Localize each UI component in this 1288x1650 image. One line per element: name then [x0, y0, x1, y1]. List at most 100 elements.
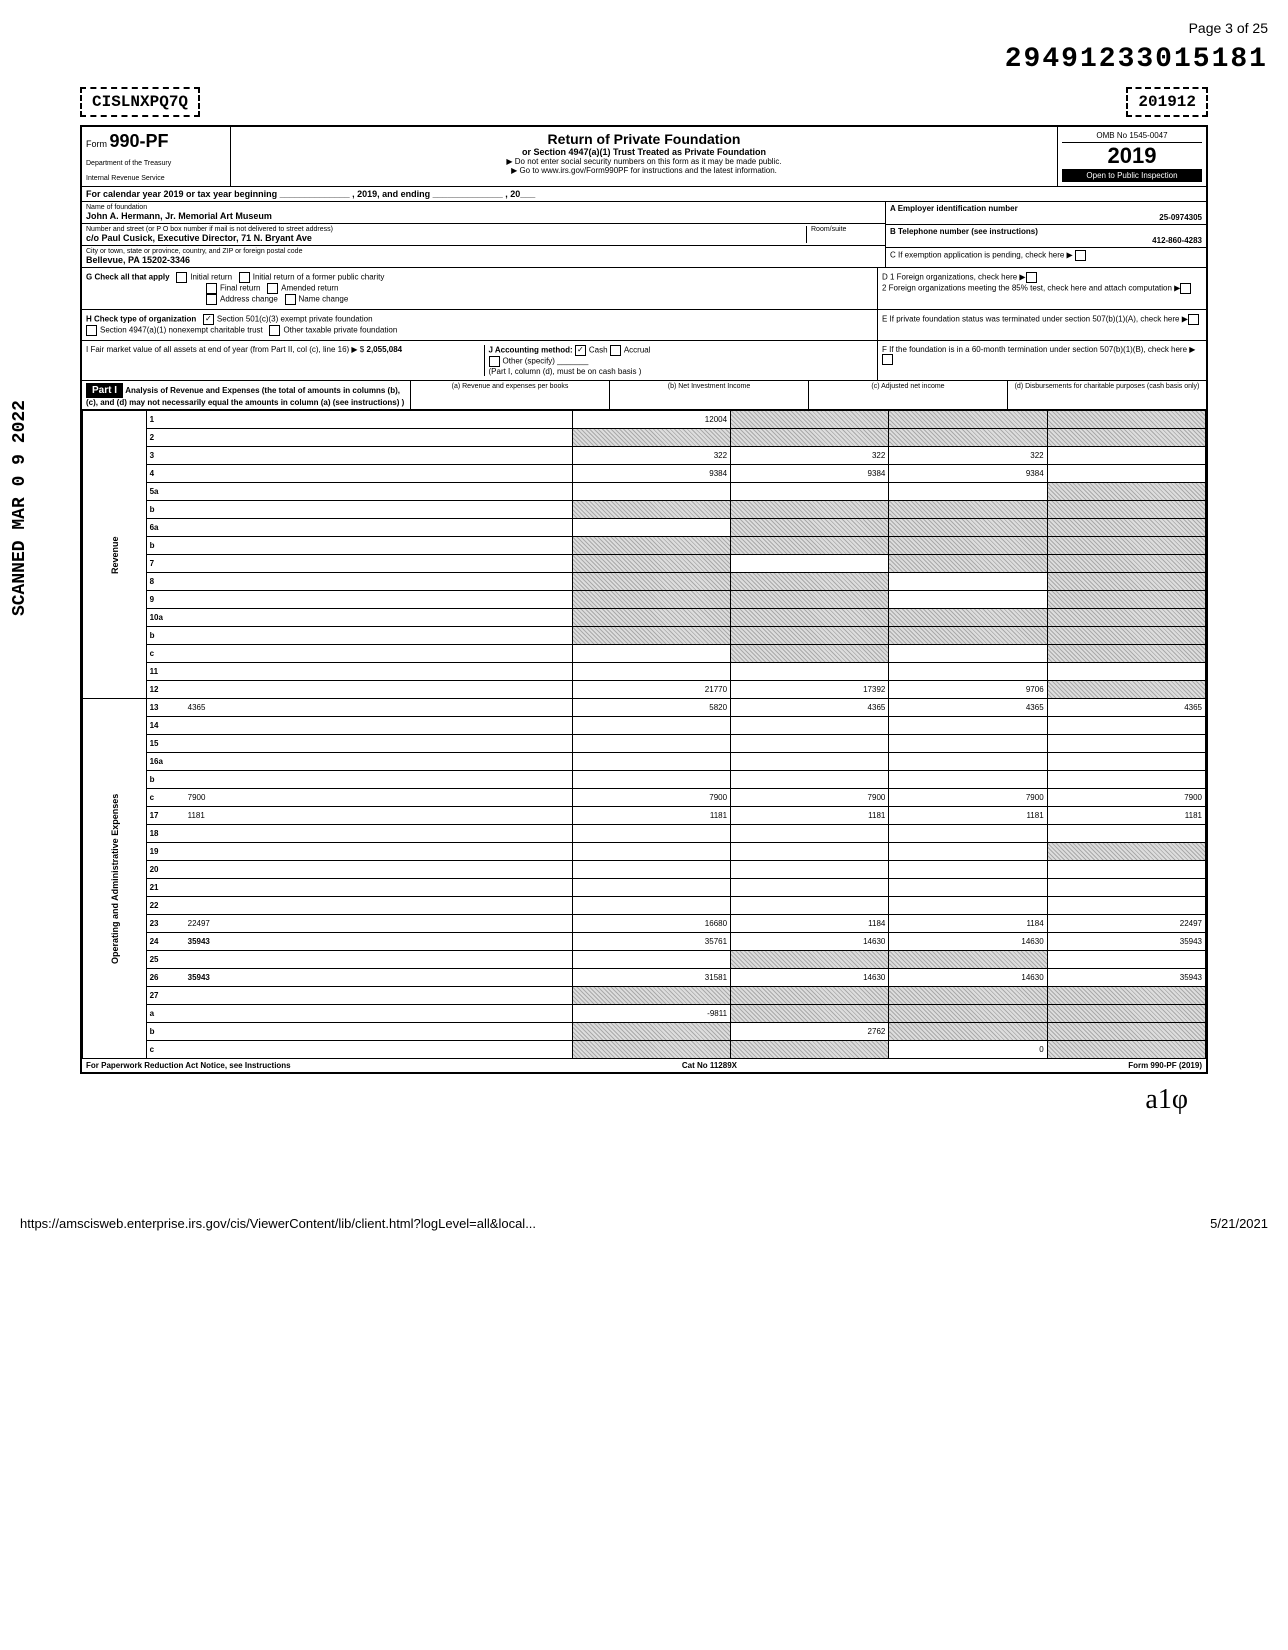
f-label: F If the foundation is in a 60-month ter…	[882, 345, 1187, 354]
initial-return-checkbox[interactable]	[176, 272, 187, 283]
501c3-checkbox[interactable]: ✓	[203, 314, 214, 325]
cell-d	[1047, 573, 1205, 591]
cell-a	[572, 879, 730, 897]
cell-b: 1181	[731, 807, 889, 825]
cell-c: 1181	[889, 807, 1047, 825]
cell-c: 322	[889, 447, 1047, 465]
cell-d	[1047, 465, 1205, 483]
cell-b: 14630	[731, 969, 889, 987]
cell-c	[889, 843, 1047, 861]
line-number: 22	[146, 897, 185, 915]
cell-d	[1047, 681, 1205, 699]
other-tax-checkbox[interactable]	[269, 325, 280, 336]
table-row: b	[83, 627, 1206, 645]
table-row: 25	[83, 951, 1206, 969]
cell-d	[1047, 1041, 1205, 1059]
signature: a1φ	[20, 1084, 1188, 1116]
line-description	[185, 429, 573, 447]
cell-d	[1047, 987, 1205, 1005]
e-label: E If private foundation status was termi…	[882, 315, 1179, 324]
line-description	[185, 1041, 573, 1059]
cell-b: 7900	[731, 789, 889, 807]
g-label: G Check all that apply	[86, 273, 170, 282]
e-checkbox[interactable]	[1188, 314, 1199, 325]
cell-b: 2762	[731, 1023, 889, 1041]
cash-label: Cash	[589, 346, 608, 355]
table-row: 8	[83, 573, 1206, 591]
cell-b: 17392	[731, 681, 889, 699]
footer-date: 5/21/2021	[1210, 1216, 1268, 1231]
f-checkbox[interactable]	[882, 354, 893, 365]
line-description	[185, 645, 573, 663]
table-row: 2322497166801184118422497	[83, 915, 1206, 933]
name-change-checkbox[interactable]	[285, 294, 296, 305]
cell-a	[572, 609, 730, 627]
line-number: 13	[146, 699, 185, 717]
cell-c	[889, 555, 1047, 573]
cell-c	[889, 753, 1047, 771]
cell-c: 14630	[889, 933, 1047, 951]
line-description	[185, 843, 573, 861]
cell-c	[889, 645, 1047, 663]
line-number: 20	[146, 861, 185, 879]
cell-b	[731, 717, 889, 735]
cell-c: 0	[889, 1041, 1047, 1059]
cell-c	[889, 483, 1047, 501]
initial-return-label: Initial return	[190, 273, 232, 282]
line-description	[185, 717, 573, 735]
cell-d	[1047, 735, 1205, 753]
initial-former-checkbox[interactable]	[239, 272, 250, 283]
line-description: 7900	[185, 789, 573, 807]
line-description	[185, 519, 573, 537]
cell-c	[889, 879, 1047, 897]
d2-checkbox[interactable]	[1180, 283, 1191, 294]
cash-checkbox[interactable]: ✓	[575, 345, 586, 356]
d1-checkbox[interactable]	[1026, 272, 1037, 283]
accrual-checkbox[interactable]	[610, 345, 621, 356]
cell-d	[1047, 645, 1205, 663]
line-number: 18	[146, 825, 185, 843]
cell-b: 9384	[731, 465, 889, 483]
cell-b	[731, 609, 889, 627]
cell-d: 4365	[1047, 699, 1205, 717]
col-a-header: (a) Revenue and expenses per books	[411, 381, 610, 409]
line-number: b	[146, 537, 185, 555]
col-c-header: (c) Adjusted net income	[809, 381, 1008, 409]
cell-b: 14630	[731, 933, 889, 951]
addr-change-checkbox[interactable]	[206, 294, 217, 305]
table-row: 10a	[83, 609, 1206, 627]
side-label-revenue: Revenue	[83, 411, 147, 699]
line-number: 10a	[146, 609, 185, 627]
exemption-checkbox[interactable]	[1075, 250, 1086, 261]
table-row: b	[83, 501, 1206, 519]
cell-c	[889, 717, 1047, 735]
cell-a: -9811	[572, 1005, 730, 1023]
line-number: 5a	[146, 483, 185, 501]
cell-d	[1047, 843, 1205, 861]
line-description	[185, 753, 573, 771]
table-row: Operating and Administrative Expenses134…	[83, 699, 1206, 717]
form-instr1: ▶ Do not enter social security numbers o…	[235, 157, 1053, 166]
cell-d	[1047, 429, 1205, 447]
cell-a	[572, 555, 730, 573]
cell-d	[1047, 1023, 1205, 1041]
4947-checkbox[interactable]	[86, 325, 97, 336]
final-return-checkbox[interactable]	[206, 283, 217, 294]
foundation-name: John A. Hermann, Jr. Memorial Art Museum	[86, 211, 881, 221]
cell-c	[889, 663, 1047, 681]
line-description	[185, 411, 573, 429]
page-header: Page 3 of 25	[20, 20, 1268, 36]
j-label: J Accounting method:	[489, 346, 573, 355]
table-row: b	[83, 537, 1206, 555]
line-number: c	[146, 645, 185, 663]
cell-c	[889, 1005, 1047, 1023]
cell-d	[1047, 753, 1205, 771]
cell-b	[731, 825, 889, 843]
other-method-checkbox[interactable]	[489, 356, 500, 367]
line-number: 7	[146, 555, 185, 573]
amended-checkbox[interactable]	[267, 283, 278, 294]
table-row: 2	[83, 429, 1206, 447]
ein-label: A Employer identification number	[890, 204, 1202, 213]
table-row: 243594335761146301463035943	[83, 933, 1206, 951]
line-description: 22497	[185, 915, 573, 933]
